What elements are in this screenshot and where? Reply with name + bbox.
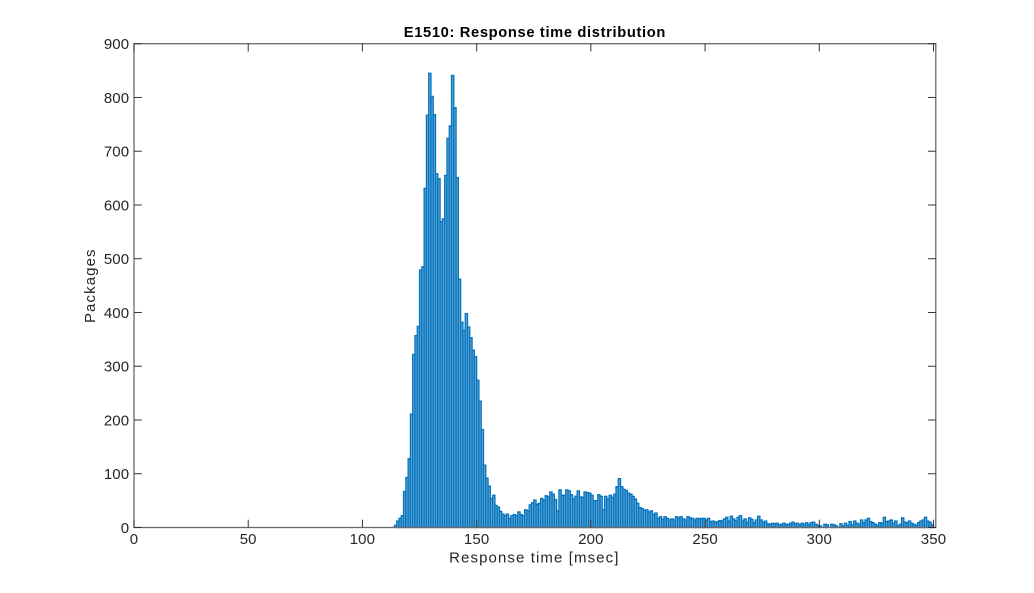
svg-text:600: 600 (104, 197, 129, 214)
svg-text:300: 300 (807, 531, 832, 548)
svg-text:200: 200 (578, 531, 603, 548)
svg-text:200: 200 (104, 412, 129, 429)
svg-text:400: 400 (104, 305, 129, 322)
svg-text:250: 250 (692, 531, 717, 548)
svg-text:900: 900 (104, 36, 129, 53)
svg-text:50: 50 (240, 531, 257, 548)
svg-text:100: 100 (350, 531, 375, 548)
svg-text:350: 350 (921, 531, 946, 548)
svg-text:0: 0 (130, 531, 139, 548)
svg-text:800: 800 (104, 90, 129, 107)
svg-text:E1510: Response time distribut: E1510: Response time distribution (404, 25, 666, 41)
svg-text:300: 300 (104, 359, 129, 376)
svg-text:100: 100 (104, 466, 129, 483)
svg-text:Response time [msec]: Response time [msec] (449, 550, 619, 567)
svg-text:700: 700 (104, 144, 129, 161)
svg-text:150: 150 (464, 531, 489, 548)
svg-text:500: 500 (104, 251, 129, 268)
svg-text:0: 0 (121, 520, 130, 537)
svg-text:Packages: Packages (82, 248, 99, 323)
